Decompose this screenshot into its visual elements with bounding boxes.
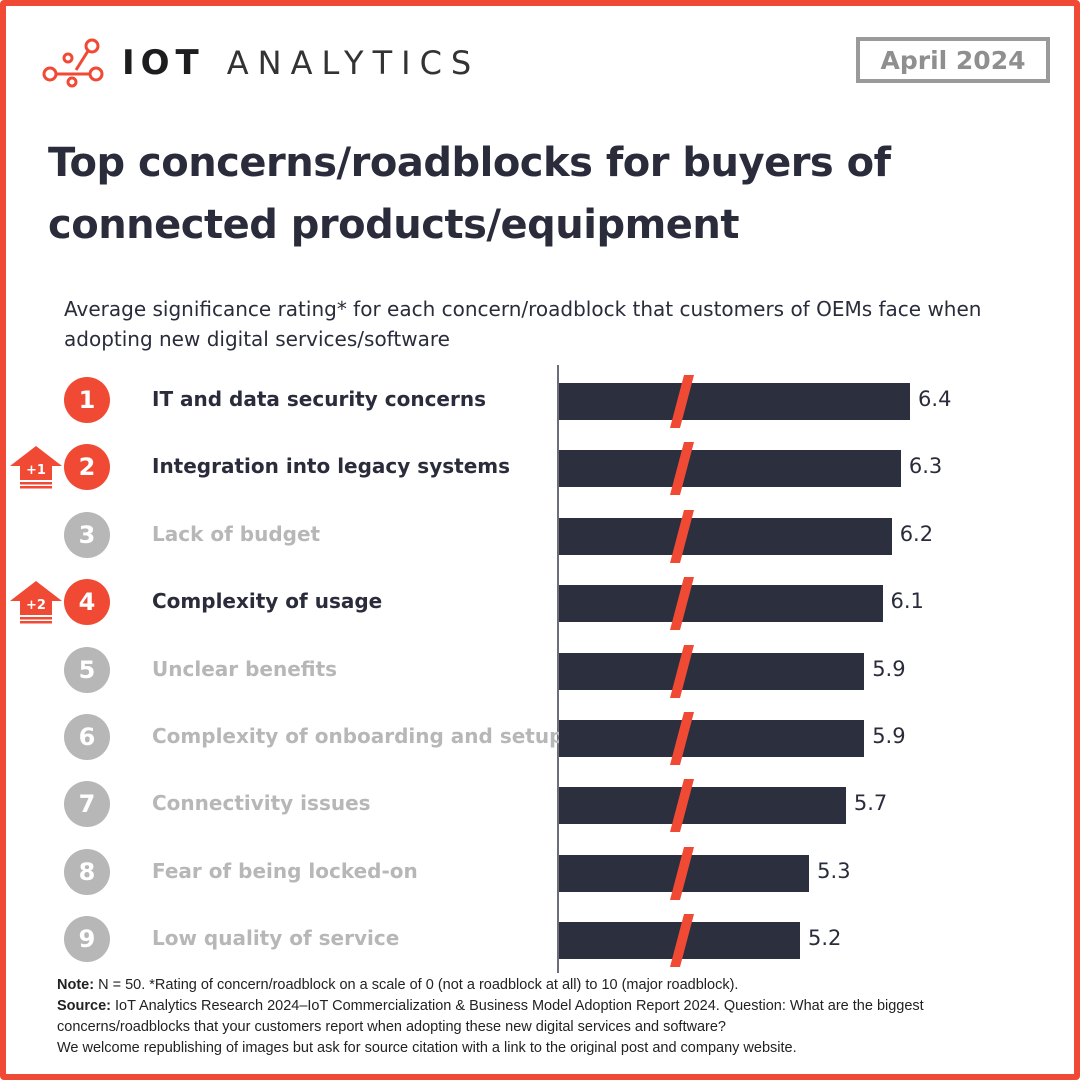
chart-row: +2 4 Complexity of usage 6.1	[0, 569, 1080, 637]
axis-break-icon	[670, 712, 694, 765]
y-axis-line	[557, 365, 559, 973]
bar	[559, 517, 892, 555]
value-label: 5.7	[853, 791, 888, 816]
axis-break-icon	[670, 577, 694, 631]
rank-up-arrow-icon: +1	[10, 446, 62, 490]
source-line: Source: IoT Analytics Research 2024–IoT …	[57, 996, 1057, 1038]
axis-break-icon	[670, 779, 694, 833]
value-label: 5.3	[817, 858, 851, 883]
category-label: Complexity of onboarding and setup	[152, 724, 564, 748]
chart-title: Top concerns/roadblocks for buyers of co…	[48, 140, 891, 248]
value-label: 6.2	[899, 521, 934, 546]
rank-change-label: +2	[26, 598, 46, 614]
rank-badge: 3	[64, 511, 110, 558]
category-label: Fear of being locked-on	[152, 858, 418, 883]
value-label: 5.2	[808, 926, 842, 951]
bar	[559, 720, 865, 757]
bar	[559, 585, 883, 623]
rank-up-arrow-icon: +2	[10, 581, 62, 625]
note-label: Note:	[57, 977, 95, 993]
rank-badge: 5	[64, 646, 110, 693]
axis-break-icon	[670, 914, 694, 968]
chart-row: 9 Low quality of service 5.2	[0, 906, 1080, 974]
note-text: N = 50. *Rating of concern/roadblock on …	[94, 977, 739, 993]
chart-row: +1 2 Integration into legacy systems 6.3	[0, 434, 1080, 502]
category-label: Low quality of service	[152, 926, 400, 951]
note-line: Note: N = 50. *Rating of concern/roadblo…	[57, 975, 1057, 996]
value-label: 6.4	[918, 387, 952, 411]
chart-subtitle: Average significance rating* for each co…	[64, 297, 982, 351]
bar	[559, 383, 911, 420]
category-label: Complexity of usage	[152, 589, 383, 614]
axis-break-icon	[670, 644, 694, 698]
logo-text-iot: IOT	[122, 43, 205, 83]
bar-chart: 1 IT and data security concerns 6.4 +1 2 Inte…	[0, 365, 1080, 975]
rank-change-label: +1	[26, 463, 46, 479]
date-badge: April 2024	[856, 37, 1050, 83]
logo-text-analytics: ANALYTICS	[226, 44, 481, 82]
disclaimer: We welcome republishing of images but as…	[57, 1040, 797, 1056]
footnotes: Note: N = 50. *Rating of concern/roadblo…	[57, 975, 1057, 1059]
bar	[559, 787, 846, 825]
rank-badge: 1	[64, 377, 110, 423]
rank-badge: 7	[64, 781, 110, 828]
rank-badge: 6	[64, 714, 110, 760]
network-nodes-icon	[42, 38, 104, 88]
chart-row: 1 IT and data security concerns 6.4	[0, 367, 1080, 435]
value-label: 5.9	[872, 724, 906, 748]
iot-analytics-logo: IOT ANALYTICS	[40, 36, 480, 90]
rank-badge: 9	[64, 916, 110, 963]
rank-badge: 2	[64, 444, 110, 491]
chart-row: 8 Fear of being locked-on 5.3	[0, 839, 1080, 907]
category-label: Integration into legacy systems	[152, 454, 510, 479]
axis-break-icon	[670, 375, 694, 428]
value-label: 6.3	[908, 454, 943, 479]
value-label: 6.1	[890, 589, 924, 614]
rank-badge: 8	[64, 848, 110, 895]
rank-badge: 4	[64, 579, 110, 626]
axis-break-icon	[670, 509, 694, 563]
chart-row: 6 Complexity of onboarding and setup 5.9	[0, 704, 1080, 772]
axis-break-icon	[670, 442, 694, 496]
bar	[559, 652, 865, 690]
chart-row: 3 Lack of budget 6.2	[0, 502, 1080, 570]
axis-break-icon	[670, 846, 694, 900]
bar	[559, 450, 901, 488]
category-label: Unclear benefits	[152, 656, 338, 681]
value-label: 5.9	[872, 656, 906, 681]
chart-row: 5 Unclear benefits 5.9	[0, 637, 1080, 705]
category-label: Connectivity issues	[152, 791, 371, 816]
category-label: IT and data security concerns	[152, 387, 486, 411]
chart-row: 7 Connectivity issues 5.7	[0, 771, 1080, 839]
source-label: Source:	[57, 998, 111, 1014]
source-text: IoT Analytics Research 2024–IoT Commerci…	[57, 998, 924, 1035]
category-label: Lack of budget	[152, 521, 321, 546]
